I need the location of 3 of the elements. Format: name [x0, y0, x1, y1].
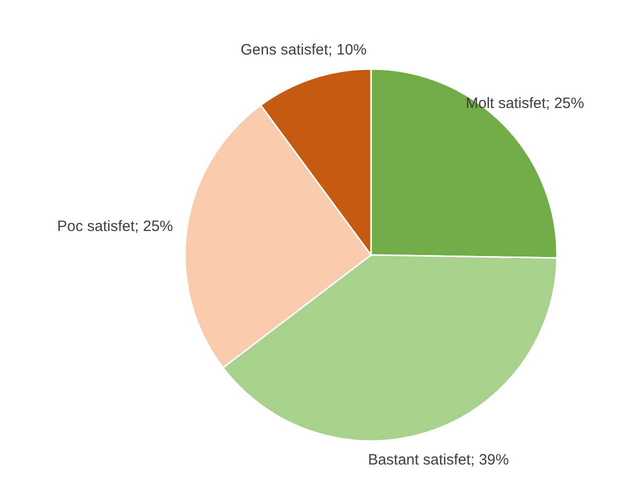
slice-label: Bastant satisfet; 39% — [368, 452, 509, 469]
slice-label: Gens satisfet; 10% — [240, 41, 367, 58]
slice-label: Poc satisfet; 25% — [57, 218, 174, 236]
